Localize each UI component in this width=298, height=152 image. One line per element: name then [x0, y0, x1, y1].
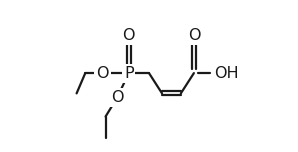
Text: P: P [124, 66, 134, 81]
Text: OH: OH [214, 66, 239, 81]
Text: O: O [122, 28, 135, 43]
Text: O: O [188, 28, 200, 43]
Text: O: O [97, 66, 109, 81]
Text: O: O [111, 90, 123, 105]
